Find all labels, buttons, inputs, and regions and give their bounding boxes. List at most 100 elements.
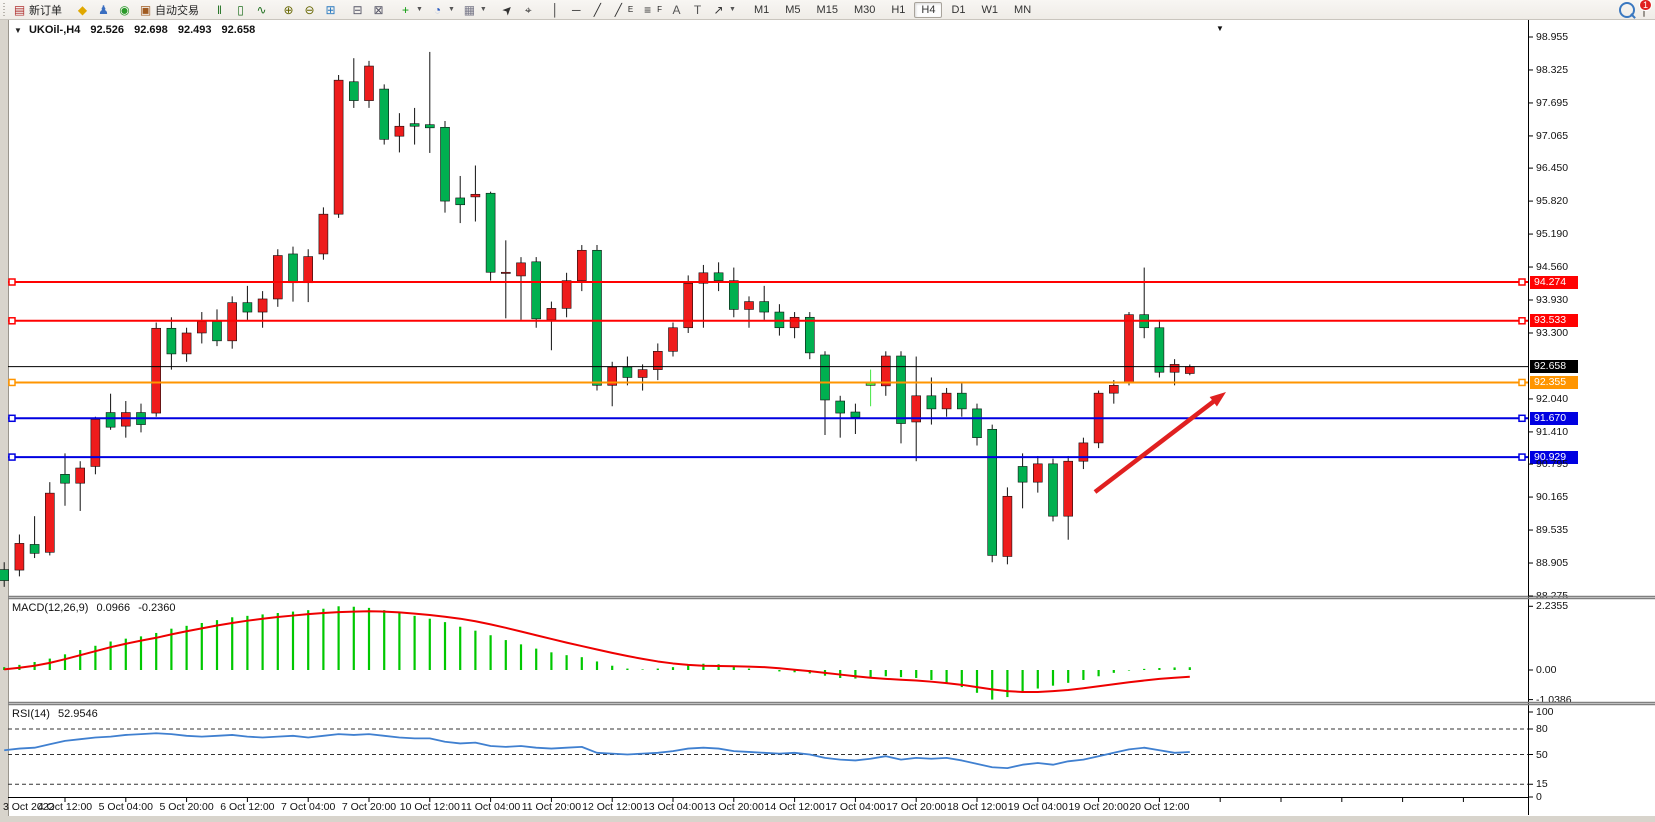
macd-axis-label: 0.00	[1536, 664, 1557, 676]
trend-arrow	[1093, 392, 1226, 494]
zoom-out-icon: ⊖	[304, 2, 315, 17]
timeframe-h4-button[interactable]: H4	[914, 1, 943, 18]
time-axis-label: 11 Oct 20:00	[521, 801, 582, 813]
time-axis-label: 19 Oct 20:00	[1068, 801, 1129, 813]
price-axis-label: 88.905	[1536, 557, 1569, 570]
price-badge-90.929: 90.929	[1530, 450, 1578, 464]
crosshair-icon-button[interactable]: ⌖	[518, 2, 539, 18]
hline-handle[interactable]	[8, 453, 16, 461]
timeframe-m1-button[interactable]: M1	[753, 3, 770, 16]
equidistant-channel-icon-sub: E	[627, 5, 634, 14]
price-axis-label: 89.535	[1536, 524, 1569, 537]
hline-handle[interactable]	[8, 278, 16, 286]
templates-icon: ▦	[463, 2, 476, 17]
text-icon-button[interactable]: A	[666, 2, 687, 18]
fibonacci-icon-button[interactable]: ≡ F	[637, 2, 666, 18]
price-axis-label: 91.410	[1536, 425, 1569, 438]
time-axis	[64, 797, 1464, 802]
trendline-icon: ╱	[593, 2, 601, 17]
price-axis-label: 93.300	[1536, 326, 1569, 339]
horizontal-line-icon-button[interactable]: ─	[566, 2, 587, 18]
dropdown-caret-icon: ▼	[729, 6, 736, 13]
time-axis-label: 12 Oct 12:00	[582, 801, 643, 813]
auto-trading-button[interactable]: ▣ 自动交易	[135, 1, 203, 19]
rsi-axis-label: 15	[1536, 778, 1548, 791]
timeframe-d1-button[interactable]: D1	[951, 3, 966, 16]
toolbar-drag-handle[interactable]	[2, 2, 7, 17]
candlestick-chart-icon-button[interactable]: ▯	[230, 2, 251, 18]
vertical-line-icon-button[interactable]: │	[545, 2, 566, 18]
timeframe-h1-button[interactable]: H1	[891, 3, 906, 16]
chart-collapse-icon[interactable]: ▼	[14, 26, 22, 35]
market-watch-icon-button[interactable]: ◆	[72, 2, 93, 18]
price-axis-label: 90.795	[1536, 458, 1569, 471]
bar-chart-icon: ‖	[217, 2, 222, 17]
equidistant-channel-icon-button[interactable]: ╱ E	[608, 2, 637, 18]
search-icon[interactable]	[1619, 1, 1635, 18]
price-axis-label: 95.190	[1536, 228, 1569, 241]
rsi-axis-label: 50	[1536, 748, 1548, 761]
price-axis-label: 93.930	[1536, 294, 1569, 306]
templates-icon-button[interactable]: ▦ ▼	[459, 2, 491, 18]
timeframe-mn-button[interactable]: MN	[1014, 3, 1032, 16]
line-chart-icon-button[interactable]: ∿	[251, 2, 272, 18]
time-axis-label: 17 Oct 04:00	[825, 801, 886, 813]
fibonacci-icon-sub: F	[657, 5, 663, 14]
hline-handle[interactable]	[8, 414, 16, 423]
price-axis-label: 98.325	[1536, 63, 1569, 76]
text-label-icon-button[interactable]: T	[687, 2, 708, 18]
price-badge-94.274: 94.274	[1530, 275, 1578, 289]
time-axis-label: 5 Oct 04:00	[98, 801, 153, 813]
periods-clock-icon-button[interactable]: ◔ ▼	[427, 2, 459, 18]
zoom-in-icon-button[interactable]: ⊕	[278, 2, 299, 18]
time-axis-label: 7 Oct 20:00	[341, 801, 397, 813]
time-axis-label: 19 Oct 04:00	[1007, 801, 1068, 813]
arrows-tool-icon-button[interactable]: ↗ ▼	[708, 2, 740, 18]
quote-open: 92.526	[90, 24, 125, 36]
periods-clock-icon: ◔	[433, 2, 442, 17]
auto-trading-icon: ▣	[139, 2, 152, 17]
vertical-line-icon: │	[551, 2, 560, 17]
crosshair-icon: ⌖	[524, 2, 532, 17]
line-chart-icon: ∿	[256, 2, 267, 17]
price-axis-label: 98.955	[1536, 31, 1569, 43]
time-axis-label: 18 Oct 12:00	[946, 801, 1008, 813]
timeframe-m5-button[interactable]: M5	[785, 3, 801, 16]
timeframe-m30-button[interactable]: M30	[853, 3, 876, 16]
timeframe-w1-button[interactable]: W1	[981, 3, 999, 16]
hline-handle[interactable]	[8, 378, 16, 387]
time-axis-label: 11 Oct 04:00	[460, 801, 521, 813]
horizontal-line-icon: ─	[572, 2, 581, 17]
text-icon: A	[672, 2, 681, 17]
toolbar-right: 1	[1619, 0, 1655, 18]
tile-windows-icon-button[interactable]: ⊞	[320, 2, 341, 18]
navigator-icon-button[interactable]: ◉	[114, 2, 135, 18]
time-axis-label: 10 Oct 12:00	[399, 801, 460, 813]
indicators-add-icon: +	[401, 2, 409, 17]
main-toolbar: ▤ 新订单 ◆ ♟ ◉ ▣ 自动交易 ‖ ▯ ∿ ⊕ ⊖ ⊞ ⊟ ⊠ + ▼ ◔ ▼ ▦ ▼ ➤ ⌖ │ ─ ╱ ╱ E ≡ F A T ↗ ▼ …	[0, 0, 1655, 20]
dropdown-caret-icon: ▼	[447, 6, 455, 13]
fibonacci-icon: ≡	[644, 2, 652, 17]
timeframe-m15-button[interactable]: M15	[816, 3, 838, 16]
time-axis-label: 4 Oct 12:00	[37, 801, 93, 813]
indicators-add-icon-button[interactable]: + ▼	[395, 2, 427, 18]
dropdown-caret-icon: ▼	[479, 6, 487, 13]
candlestick-chart-icon: ▯	[237, 2, 244, 17]
hline-handle[interactable]	[8, 317, 16, 325]
arrange-charts-icon-button[interactable]: ⊟	[347, 2, 368, 18]
trendline-icon-button[interactable]: ╱	[587, 2, 608, 18]
data-window-icon-button[interactable]: ♟	[93, 2, 114, 18]
new-order-button[interactable]: ▤ 新订单	[9, 1, 66, 19]
bar-chart-icon-button[interactable]: ‖	[209, 2, 230, 18]
navigator-icon: ◉	[119, 2, 130, 17]
price-axis-label: 94.560	[1536, 261, 1569, 274]
data-window-icon: ♟	[98, 2, 109, 17]
price-badge-92.355: 92.355	[1530, 375, 1578, 389]
shift-chart-icon: ⊠	[373, 2, 384, 17]
price-badge-91.670: 91.670	[1530, 411, 1578, 425]
chart-shift-marker[interactable]: ▼	[1216, 24, 1224, 33]
shift-chart-icon-button[interactable]: ⊠	[368, 2, 389, 18]
chat-button[interactable]: 1	[1638, 0, 1652, 17]
zoom-out-icon-button[interactable]: ⊖	[299, 2, 320, 18]
